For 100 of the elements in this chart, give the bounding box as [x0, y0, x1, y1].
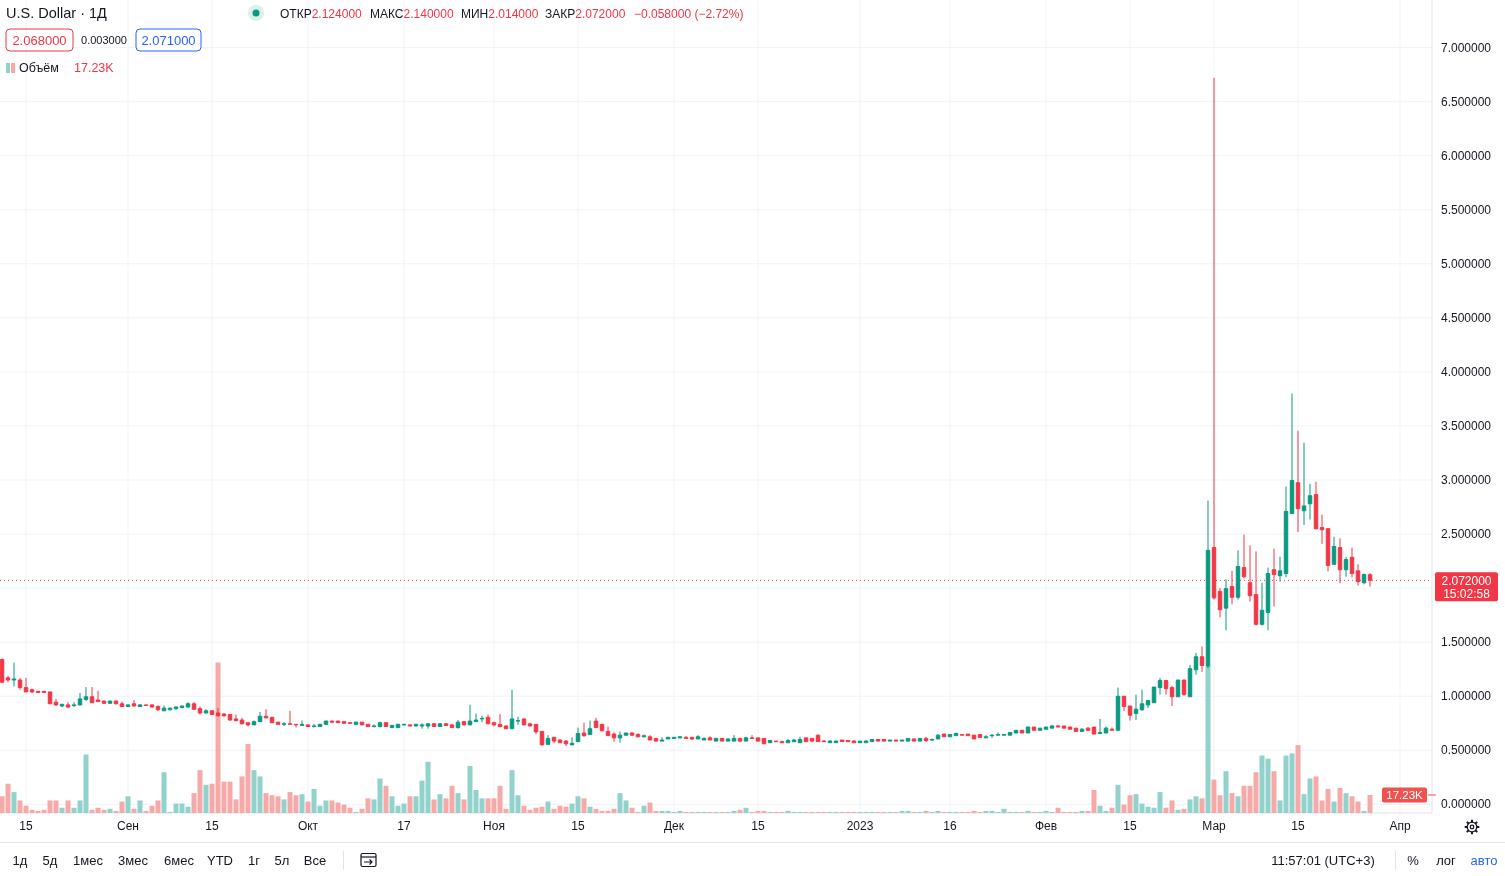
- candlestick: [695, 734, 701, 740]
- candlestick: [227, 713, 233, 722]
- candlestick: [827, 739, 833, 744]
- text: %: [1407, 853, 1420, 868]
- candlestick: [407, 723, 413, 728]
- candlestick: [581, 722, 587, 738]
- candlestick: [305, 723, 311, 728]
- candlestick: [1277, 556, 1283, 583]
- bar: [1025, 810, 1031, 813]
- candlestick: [257, 711, 263, 723]
- candlestick: [1217, 587, 1223, 618]
- bar: [299, 794, 305, 813]
- bar: [59, 807, 65, 813]
- candlestick: [1145, 700, 1151, 709]
- candlestick: [119, 701, 125, 708]
- candlestick: [527, 722, 533, 728]
- candlestick: [893, 739, 899, 742]
- candlestick: [497, 713, 503, 729]
- candlestick: [179, 705, 185, 709]
- candlestick: [659, 736, 665, 742]
- bar: [545, 801, 551, 813]
- candlestick: [401, 723, 407, 726]
- candlestick: [503, 724, 509, 730]
- text: авто: [1470, 853, 1498, 868]
- y-tick-label: 3.000000: [1440, 473, 1492, 488]
- candlestick: [65, 701, 71, 709]
- candlestick: [749, 734, 755, 739]
- x-tick-label: Фев: [1034, 819, 1058, 833]
- annotation: 0.003000: [81, 34, 127, 46]
- candlestick: [197, 706, 203, 716]
- candlestick: [809, 737, 815, 743]
- candlestick: [149, 703, 155, 709]
- text: 11:57:01 (UTC+3): [1271, 853, 1375, 868]
- text: 3мес: [118, 853, 149, 868]
- candlestick: [833, 740, 839, 744]
- candlestick: [935, 733, 941, 740]
- candlestick: [1031, 726, 1037, 731]
- y2-tick-label: 17.23K: [1386, 788, 1424, 801]
- candlestick: [89, 686, 95, 704]
- bar: [131, 808, 137, 813]
- bar: [455, 793, 461, 813]
- candlestick: [1241, 534, 1247, 579]
- y-tick-label: 7.000000: [1440, 40, 1492, 55]
- candlestick: [287, 710, 293, 725]
- candlestick: [1163, 679, 1169, 696]
- bar: [1367, 795, 1373, 813]
- candlestick: [797, 736, 803, 744]
- x-tick-label: 15: [751, 819, 765, 833]
- candlestick: [1079, 727, 1085, 732]
- candlestick: [1301, 442, 1307, 526]
- candlestick: [1085, 726, 1091, 731]
- x-tick-label: 15: [205, 819, 219, 833]
- candlestick: [773, 740, 779, 743]
- candlestick: [1139, 689, 1145, 712]
- bar: [1205, 665, 1211, 813]
- candlestick: [1289, 393, 1295, 515]
- bar: [737, 809, 743, 813]
- bar: [407, 796, 413, 813]
- candlestick: [881, 738, 887, 742]
- candlestick: [311, 723, 317, 729]
- candlestick: [635, 732, 641, 738]
- candlestick: [671, 736, 677, 739]
- candlestick: [1295, 430, 1301, 533]
- candlestick: [953, 731, 959, 737]
- y-tick-label: 6.500000: [1440, 94, 1492, 109]
- bar: [203, 784, 209, 813]
- candlestick: [191, 701, 197, 711]
- candlestick: [1283, 486, 1289, 578]
- candlestick: [209, 709, 215, 716]
- candlestick: [917, 737, 923, 742]
- candlestick: [59, 703, 65, 708]
- bar: [1361, 810, 1367, 813]
- candlestick: [551, 736, 557, 744]
- x-tick-label: Сен: [117, 819, 139, 833]
- text: 5д: [42, 853, 58, 868]
- candlestick: [959, 733, 965, 736]
- candlestick: [983, 734, 989, 739]
- x-tick-label: Мар: [1202, 819, 1227, 833]
- candlestick: [1091, 726, 1097, 735]
- candlestick: [107, 700, 113, 705]
- candlestick: [203, 708, 209, 715]
- y-tick-label: 4.000000: [1440, 364, 1492, 379]
- candlestick: [1133, 694, 1139, 721]
- candlestick: [1325, 528, 1331, 572]
- text: 5л: [274, 853, 290, 868]
- x-tick-label: 16: [943, 819, 957, 833]
- candlestick: [0, 657, 5, 684]
- bar: [1199, 798, 1205, 813]
- bar: [641, 805, 647, 813]
- candlestick: [1175, 679, 1181, 698]
- candlestick: [1181, 679, 1187, 697]
- bar: [281, 799, 287, 813]
- candlestick: [1193, 652, 1199, 676]
- candlestick: [1319, 514, 1325, 545]
- candlestick: [509, 689, 515, 730]
- candlestick: [113, 700, 119, 705]
- candlestick: [95, 690, 101, 703]
- x-tick-label: 17: [397, 819, 411, 833]
- annotation: ОТКР2.124000: [280, 7, 363, 21]
- candlestick: [1109, 727, 1115, 731]
